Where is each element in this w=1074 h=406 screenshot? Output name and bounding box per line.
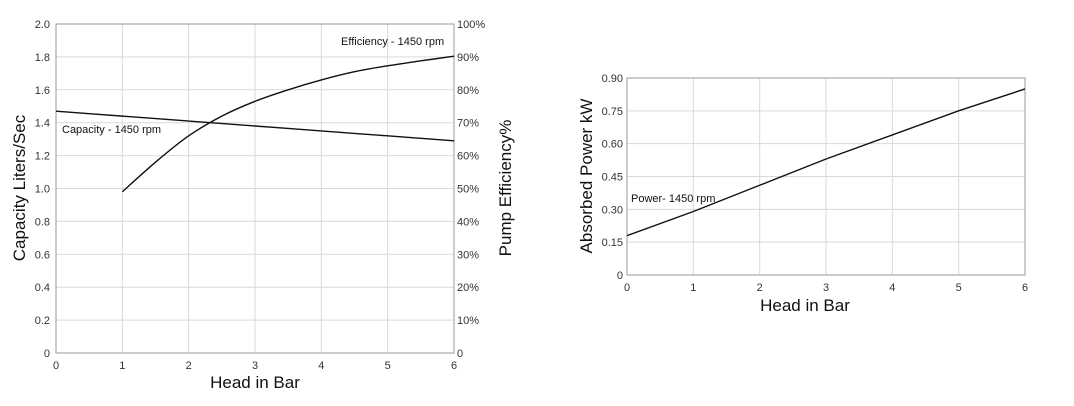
x-tick-label: 1 bbox=[690, 282, 696, 294]
power-series-label: Power- 1450 rpm bbox=[631, 193, 715, 205]
y-tick-label-left: 0 bbox=[44, 348, 50, 360]
efficiency-series-label: Efficiency - 1450 rpm bbox=[341, 36, 444, 48]
x-tick-label: 6 bbox=[1022, 282, 1028, 294]
x-tick-label: 3 bbox=[252, 360, 258, 372]
y-tick-label-right: 20% bbox=[457, 282, 479, 294]
x-tick-label: 1 bbox=[119, 360, 125, 372]
plot-frame bbox=[626, 77, 1026, 276]
x-tick-label: 2 bbox=[757, 282, 763, 294]
y-tick-label: 0.75 bbox=[602, 106, 623, 118]
y-tick-label-left: 0.8 bbox=[35, 216, 50, 228]
x-tick-label: 0 bbox=[624, 282, 630, 294]
x-tick-label: 3 bbox=[823, 282, 829, 294]
power-line bbox=[626, 88, 1026, 237]
y-tick-label-left: 1.2 bbox=[35, 151, 50, 163]
y-tick-label-right: 50% bbox=[457, 184, 479, 196]
y-tick-label-right: 80% bbox=[457, 85, 479, 97]
x-axis-title: Head in Bar bbox=[760, 296, 850, 315]
y-tick-label-left: 1.6 bbox=[35, 85, 50, 97]
efficiency-line bbox=[121, 55, 455, 193]
y-tick-label-right: 90% bbox=[457, 52, 479, 64]
y-tick-label: 0.90 bbox=[602, 73, 623, 85]
y-tick-label-right: 100% bbox=[457, 19, 485, 31]
y-axis-title-left: Capacity Liters/Sec bbox=[10, 114, 29, 261]
y-tick-label-left: 0.4 bbox=[35, 282, 50, 294]
y-tick-label-right: 40% bbox=[457, 216, 479, 228]
x-tick-label: 4 bbox=[889, 282, 895, 294]
x-tick-label: 5 bbox=[385, 360, 391, 372]
y-tick-label-right: 60% bbox=[457, 151, 479, 163]
y-tick-label-left: 1.8 bbox=[35, 52, 50, 64]
y-tick-label-right: 30% bbox=[457, 249, 479, 261]
capacity-series-label: Capacity - 1450 rpm bbox=[62, 124, 161, 136]
y-tick-label: 0.15 bbox=[602, 237, 623, 249]
y-tick-label-left: 0.6 bbox=[35, 249, 50, 261]
y-tick-label: 0.30 bbox=[602, 204, 623, 216]
capacity-line bbox=[55, 110, 455, 142]
y-tick-label-right: 70% bbox=[457, 118, 479, 130]
y-tick-label-left: 2.0 bbox=[35, 19, 50, 31]
y-tick-label-right: 10% bbox=[457, 315, 479, 327]
y-tick-label-right: 0 bbox=[457, 348, 463, 360]
y-tick-label-left: 1.4 bbox=[35, 118, 50, 130]
y-tick-label: 0.60 bbox=[602, 139, 623, 151]
y-tick-label: 0 bbox=[617, 270, 623, 282]
capacity-efficiency-chart: 0 1 2 3 4 5 600.20.40.60.81.01.21.41.61.82.001… bbox=[10, 19, 515, 392]
y-axis-title: Absorbed Power kW bbox=[577, 99, 596, 254]
y-tick-label-left: 0.2 bbox=[35, 315, 50, 327]
x-tick-label: 6 bbox=[451, 360, 457, 372]
x-tick-label: 2 bbox=[186, 360, 192, 372]
x-axis-title: Head in Bar bbox=[210, 373, 300, 392]
x-tick-label: 0 bbox=[53, 360, 59, 372]
x-tick-label: 5 bbox=[956, 282, 962, 294]
x-tick-label: 4 bbox=[318, 360, 324, 372]
y-axis-title-right: Pump Efficiency% bbox=[496, 120, 515, 257]
y-tick-label-left: 1.0 bbox=[35, 184, 50, 196]
y-tick-label: 0.45 bbox=[602, 172, 623, 184]
plot-frame bbox=[55, 23, 455, 354]
